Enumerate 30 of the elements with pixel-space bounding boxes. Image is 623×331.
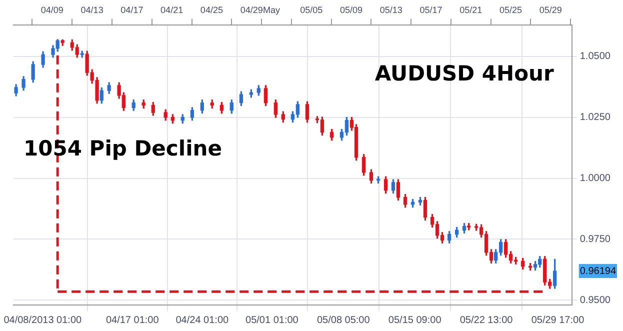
x2-tick-label: May — [263, 4, 281, 15]
y-tick-label: 1.0250 — [580, 112, 611, 124]
x2-tick-label: 04/09 — [40, 4, 64, 15]
x-tick-label: 04/24 01:00 — [176, 314, 229, 326]
x-tick-label: 05/22 13:00 — [460, 314, 514, 326]
x2-tick-label: 04/29 — [240, 4, 263, 15]
x2-tick-label: 04/13 — [80, 4, 104, 15]
x2-tick-label: 04/17 — [120, 4, 144, 15]
x2-tick-label: 05/29 — [539, 4, 562, 15]
x2-tick-label: 05/09 — [340, 4, 363, 15]
x2-tick-label: 05/13 — [380, 4, 402, 15]
text: AUDUSD 4Hour — [374, 61, 554, 86]
x2-tick-label: 04/25 — [200, 4, 223, 15]
y-tick-label: 0.9750 — [580, 234, 611, 245]
x-tick-label: 05/15 09:00 — [388, 314, 442, 326]
x2-tick-label: 05/17 — [420, 4, 442, 15]
annotation: 1054 Pip Decline — [24, 136, 222, 160]
y-tick-label: 0.96194 — [580, 266, 616, 277]
x-tick-label: 04/08/2013 01:00 — [4, 314, 82, 326]
x-tick-label: 04/17 01:00 — [106, 314, 160, 326]
x2-tick-label: 05/21 — [460, 4, 482, 15]
y-tick-label: 1.0500 — [580, 51, 611, 62]
x2-tick-label: 05/05 — [300, 4, 323, 15]
y-tick-label: 0.9500 — [580, 294, 611, 306]
x2-tick-label: 04/21 — [160, 4, 184, 15]
x-tick-label: 05/08 05:00 — [316, 314, 370, 326]
y-tick-label: 1.0000 — [580, 173, 611, 184]
x-tick-label: 05/29 17:00 — [531, 314, 585, 326]
x-tick-label: 05/01 01:00 — [246, 314, 299, 326]
x2-tick-label: 05/25 — [500, 4, 522, 15]
